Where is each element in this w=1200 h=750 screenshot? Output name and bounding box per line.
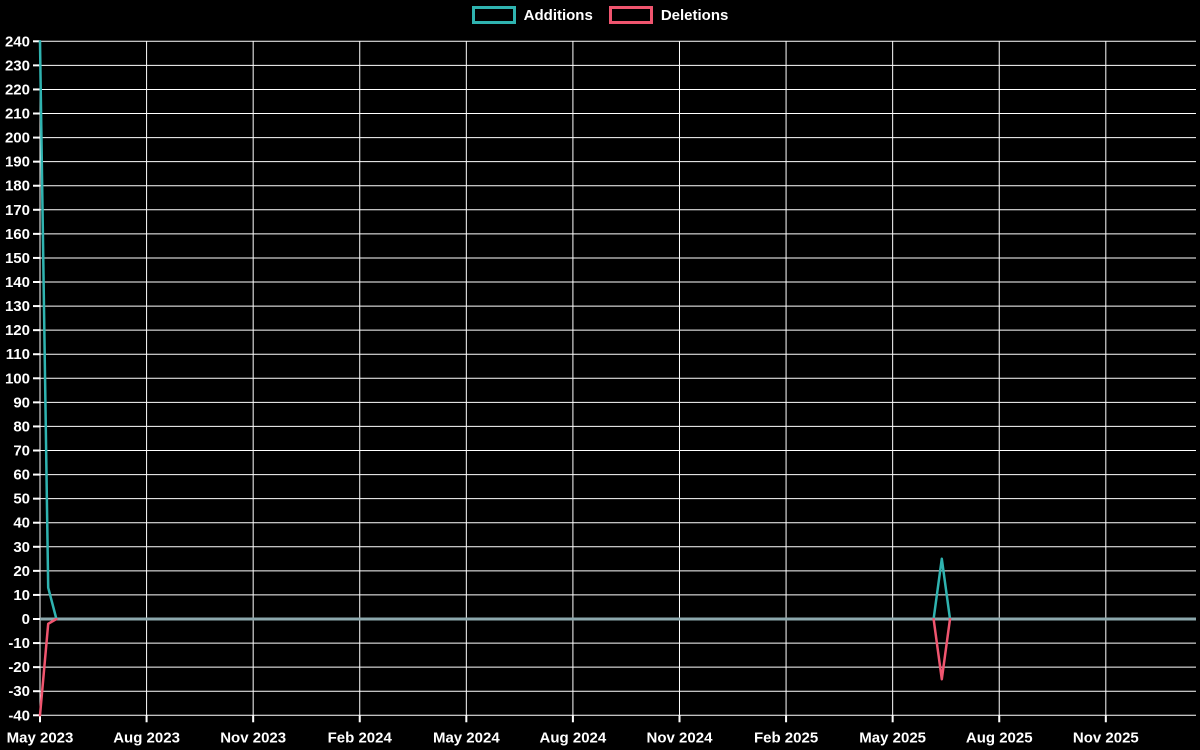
svg-text:200: 200: [5, 130, 30, 147]
legend-label-deletions: Deletions: [660, 6, 729, 24]
svg-text:40: 40: [13, 515, 30, 532]
svg-text:140: 140: [5, 274, 30, 291]
svg-text:May 2025: May 2025: [859, 729, 926, 746]
svg-text:Nov 2025: Nov 2025: [1073, 729, 1139, 746]
svg-text:60: 60: [13, 467, 30, 484]
svg-text:-40: -40: [8, 707, 30, 724]
svg-text:90: 90: [13, 394, 30, 411]
svg-text:220: 220: [5, 81, 30, 98]
svg-text:70: 70: [13, 443, 30, 460]
svg-text:100: 100: [5, 370, 30, 387]
svg-text:210: 210: [5, 106, 30, 123]
svg-text:-20: -20: [8, 659, 30, 676]
svg-text:0: 0: [22, 611, 30, 628]
svg-text:120: 120: [5, 322, 30, 339]
chart-legend: Additions Deletions: [0, 6, 1200, 24]
svg-text:110: 110: [6, 346, 30, 363]
svg-text:May 2023: May 2023: [7, 729, 74, 746]
svg-text:Aug 2025: Aug 2025: [966, 729, 1033, 746]
svg-text:Aug 2023: Aug 2023: [113, 729, 180, 746]
svg-text:160: 160: [5, 226, 30, 243]
additions-swatch-icon: [471, 6, 516, 24]
svg-text:20: 20: [13, 563, 30, 580]
svg-text:-10: -10: [8, 635, 30, 652]
legend-item-deletions[interactable]: Deletions: [608, 6, 729, 24]
svg-text:30: 30: [13, 539, 30, 556]
svg-text:May 2024: May 2024: [433, 729, 500, 746]
svg-text:50: 50: [13, 491, 30, 508]
svg-text:Feb 2025: Feb 2025: [754, 729, 818, 746]
svg-text:Feb 2024: Feb 2024: [328, 729, 393, 746]
deletions-swatch-icon: [608, 6, 653, 24]
svg-text:130: 130: [5, 298, 30, 315]
svg-text:80: 80: [13, 418, 30, 435]
svg-text:170: 170: [5, 202, 30, 219]
legend-item-additions[interactable]: Additions: [471, 6, 593, 24]
svg-text:Nov 2024: Nov 2024: [647, 729, 714, 746]
svg-text:Nov 2023: Nov 2023: [220, 729, 286, 746]
svg-text:150: 150: [5, 250, 30, 267]
svg-text:180: 180: [5, 178, 30, 195]
svg-text:190: 190: [5, 154, 30, 171]
svg-text:Aug 2024: Aug 2024: [540, 729, 607, 746]
legend-label-additions: Additions: [523, 6, 593, 24]
svg-text:-30: -30: [8, 683, 30, 700]
svg-text:240: 240: [5, 33, 30, 50]
svg-text:230: 230: [5, 57, 30, 74]
svg-text:10: 10: [13, 587, 30, 604]
